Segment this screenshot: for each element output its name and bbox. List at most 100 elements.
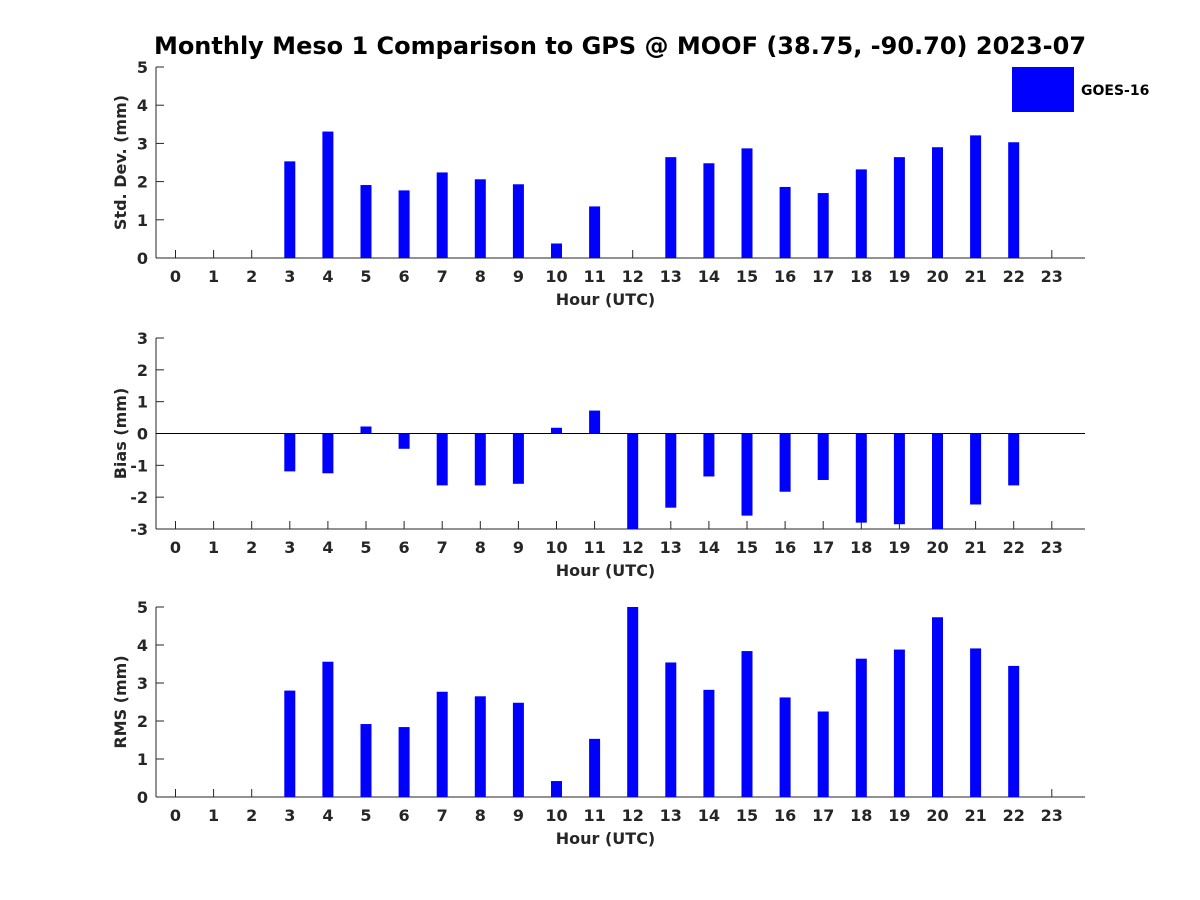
bar-hour-8 [474,433,486,486]
y-tick-label: 4 [137,96,148,115]
x-tick-label: 14 [698,806,720,825]
x-tick-label: 19 [888,267,910,286]
x-tick-label: 13 [660,538,682,557]
x-tick-label: 6 [399,538,410,557]
bar-hour-9 [512,184,524,258]
bar-hour-20 [932,147,943,258]
bar-hour-13 [665,662,677,797]
x-tick-label: 12 [622,538,644,557]
bar-hour-3 [284,433,296,472]
x-tick-label: 9 [513,538,524,557]
y-tick-label: 5 [137,58,148,77]
bar-hour-17 [817,711,829,797]
bar-hour-9 [512,702,524,797]
x-tick-label: 1 [208,267,219,286]
bar-hour-15 [741,148,753,258]
x-tick-label: 8 [475,267,486,286]
x-tick-label: 11 [583,267,605,286]
bar-hour-19 [893,157,905,258]
x-tick-label: 6 [399,806,410,825]
x-tick-label: 7 [437,538,448,557]
x-tick-label: 8 [475,806,486,825]
bar-hour-20 [932,433,943,529]
y-tick-label: 0 [137,249,148,268]
bar-hour-12 [627,607,639,797]
x-axis-label: Hour (UTC) [556,829,656,848]
x-tick-label: 10 [545,267,567,286]
bar-hour-13 [665,157,677,258]
chart-title: Monthly Meso 1 Comparison to GPS @ MOOF … [154,32,1086,60]
x-tick-label: 1 [208,806,219,825]
bar-hour-14 [703,689,715,797]
x-tick-label: 21 [964,538,986,557]
bar-hour-3 [284,161,296,258]
y-tick-label: 3 [137,329,148,348]
x-tick-label: 23 [1041,267,1063,286]
bar-hour-19 [893,433,905,525]
bar-hour-4 [322,433,334,474]
y-tick-label: 0 [137,425,148,444]
x-axis-label: Hour (UTC) [556,561,656,580]
x-tick-label: 9 [513,267,524,286]
x-tick-label: 23 [1041,538,1063,557]
bar-hour-4 [322,131,334,258]
bar-hour-21 [970,648,982,797]
bar-hour-8 [474,179,486,258]
bar-hour-8 [474,696,486,797]
bar-hour-7 [436,172,448,258]
y-tick-label: 3 [137,674,148,693]
x-tick-label: 5 [360,806,371,825]
x-tick-label: 1 [208,538,219,557]
x-tick-label: 3 [284,267,295,286]
bar-hour-16 [779,186,791,258]
x-tick-label: 10 [545,538,567,557]
x-tick-label: 15 [736,806,758,825]
x-tick-label: 2 [246,538,257,557]
x-tick-label: 8 [475,538,486,557]
legend-label: GOES-16 [1081,83,1149,99]
y-tick-label: 3 [137,134,148,153]
bar-hour-16 [779,433,791,492]
bar-hour-10 [551,243,562,258]
x-tick-label: 18 [850,806,872,825]
y-tick-label: -3 [130,520,148,539]
x-tick-label: 17 [812,538,834,557]
x-tick-label: 0 [170,267,181,286]
x-tick-label: 14 [698,538,720,557]
bar-hour-18 [855,433,867,523]
x-tick-label: 19 [888,538,910,557]
bar-hour-7 [436,433,448,486]
x-tick-label: 13 [660,806,682,825]
bar-hour-20 [932,617,943,797]
y-tick-label: 2 [137,173,148,192]
legend-swatch [1012,67,1074,112]
bar-hour-15 [741,651,753,797]
bar-hour-6 [398,190,410,258]
x-tick-label: 3 [284,806,295,825]
x-tick-label: 18 [850,538,872,557]
x-tick-label: 17 [812,806,834,825]
x-tick-label: 17 [812,267,834,286]
bar-hour-11 [589,206,601,258]
bar-hour-21 [970,135,982,258]
x-tick-label: 22 [1003,806,1025,825]
x-tick-label: 21 [964,267,986,286]
bar-hour-16 [779,697,791,797]
y-tick-label: 1 [137,211,148,230]
bar-hour-6 [398,727,410,797]
bar-hour-6 [398,433,410,449]
x-tick-label: 7 [437,806,448,825]
y-axis-label: Bias (mm) [111,388,130,480]
bar-hour-3 [284,690,296,797]
x-tick-label: 4 [322,806,333,825]
bar-hour-10 [551,781,562,797]
bar-hour-17 [817,433,829,480]
x-tick-label: 15 [736,538,758,557]
x-tick-label: 20 [926,806,948,825]
x-tick-label: 16 [774,267,796,286]
bar-hour-13 [665,433,677,508]
x-tick-label: 13 [660,267,682,286]
